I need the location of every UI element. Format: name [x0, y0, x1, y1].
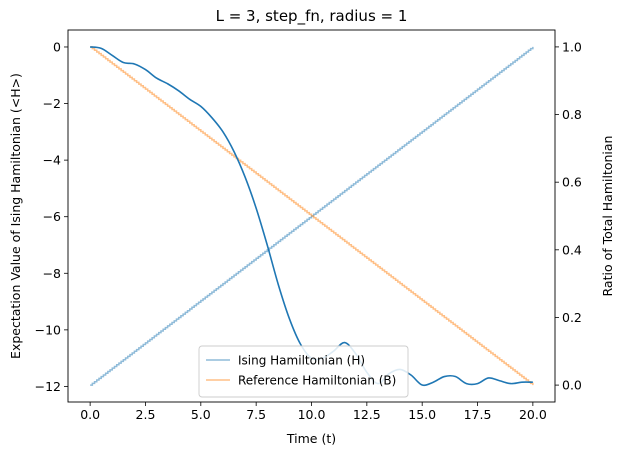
x-tick-label: 15.0	[408, 407, 436, 422]
y-axis-right: 0.0 0.2 0.4 0.6 0.8 1.0	[555, 39, 582, 393]
legend: Ising Hamiltonian (H) Reference Hamiltoni…	[198, 345, 409, 398]
y-tick-label-left: −2	[43, 96, 61, 111]
x-tick-label: 10.0	[298, 407, 326, 422]
y-tick-label-left: −8	[43, 266, 61, 281]
legend-label: Ising Hamiltonian (H)	[238, 354, 365, 368]
y-axis-label-right: Ratio of Total Hamiltonian	[600, 136, 615, 297]
y-axis-label-left: Expectation Value of Ising Hamiltonian (…	[8, 73, 23, 359]
y-tick-label-right: 0.4	[562, 242, 582, 257]
y-tick-label-left: 0	[53, 39, 61, 54]
x-axis-label: Time (t)	[286, 431, 336, 446]
y-tick-label-right: 0.0	[562, 378, 582, 393]
y-tick-label-left: −12	[35, 379, 61, 394]
y-tick-label-right: 0.2	[562, 310, 582, 325]
x-tick-label: 12.5	[353, 407, 381, 422]
y-tick-label-right: 0.8	[562, 107, 582, 122]
x-tick-label: 5.0	[191, 407, 211, 422]
x-axis: 0.0 2.5 5.0 7.5 10.0 12.5 15.0 17.5 20.0	[80, 402, 547, 422]
x-tick-label: 2.5	[136, 407, 156, 422]
y-tick-label-left: −4	[43, 153, 61, 168]
plot-area	[90, 46, 534, 387]
y-axis-left: 0 −2 −4 −6 −8 −10 −12	[35, 39, 68, 394]
x-tick-label: 20.0	[519, 407, 547, 422]
y-tick-label-left: −6	[43, 209, 61, 224]
y-tick-label-right: 1.0	[562, 39, 582, 54]
x-tick-label: 17.5	[464, 407, 492, 422]
chart-title: L = 3, step_fn, radius = 1	[216, 7, 408, 26]
legend-label: Reference Hamiltonian (B)	[238, 374, 396, 388]
legend-box	[198, 345, 409, 398]
y-tick-label-left: −10	[35, 322, 61, 337]
x-tick-label: 0.0	[80, 407, 100, 422]
series-line-reference	[90, 46, 534, 386]
x-tick-label: 7.5	[246, 407, 266, 422]
y-tick-label-right: 0.6	[562, 175, 582, 190]
